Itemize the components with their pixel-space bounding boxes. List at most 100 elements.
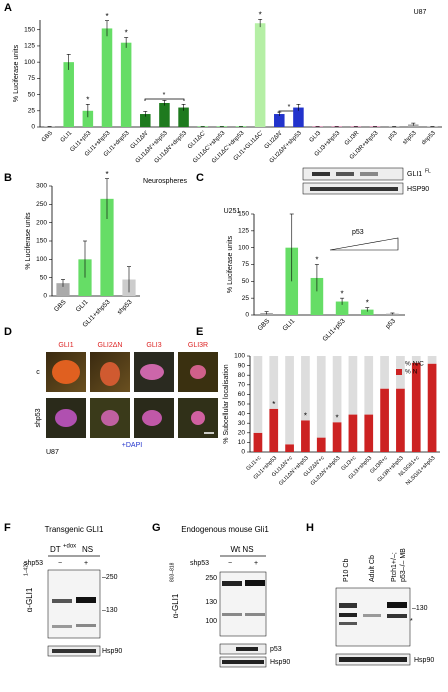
cell <box>140 364 164 380</box>
x-tick-label: shp53 <box>116 298 134 316</box>
y-tick-label: 125 <box>24 43 35 50</box>
chart-title: Neurospheres <box>143 178 187 185</box>
y-tick-label: 30 <box>238 420 246 427</box>
cell <box>101 410 119 426</box>
lane-label: − <box>58 560 62 567</box>
y-axis-label: % Luciferase units <box>13 44 20 102</box>
bar-segment <box>364 414 374 452</box>
band <box>336 172 354 176</box>
bar-segment <box>316 356 326 438</box>
bar <box>388 126 400 127</box>
cell-line: U87 <box>46 449 59 456</box>
bar-segment <box>332 356 342 423</box>
bar <box>100 198 114 296</box>
x-tick-label: GLI3 <box>309 130 323 144</box>
y-tick-label: 150 <box>24 26 35 33</box>
y-tick-label: 70 <box>238 382 246 389</box>
bar <box>331 126 342 127</box>
cell <box>191 411 205 425</box>
panel-label: C <box>196 172 204 184</box>
treatment: shp53 <box>190 560 209 567</box>
x-tick-label: GBS <box>41 130 54 143</box>
micrographs <box>46 352 218 438</box>
lane-label: + <box>254 560 258 567</box>
y-tick-label: 0 <box>43 293 47 300</box>
y-tick-label: 200 <box>36 219 47 226</box>
blot-label: Hsp90 <box>270 659 290 666</box>
column-label: GLI1 <box>58 342 73 349</box>
wedge-label: p53 <box>352 229 364 236</box>
marker: 250 <box>205 575 217 582</box>
y-tick-label: 25 <box>28 108 36 115</box>
lane-label: − <box>228 560 232 567</box>
significance: * <box>105 170 108 179</box>
cell <box>52 360 80 384</box>
marker: –130 <box>102 607 118 614</box>
wedge <box>329 237 399 251</box>
column-label: GLI3 <box>146 342 161 349</box>
band <box>387 602 407 608</box>
bar <box>44 126 55 127</box>
bar-segment <box>380 388 389 452</box>
bar <box>178 107 189 127</box>
star: * <box>410 618 413 625</box>
lane-label: Ptch1+/–; <box>391 552 398 582</box>
band <box>245 613 265 616</box>
bar <box>140 114 151 127</box>
lane-label: P10 Cb <box>343 559 350 582</box>
band <box>339 622 357 625</box>
axis <box>253 214 405 316</box>
significance: * <box>304 411 307 420</box>
x-tick-label: GLI1 <box>75 298 90 313</box>
cell <box>142 410 162 426</box>
y-tick-label: 75 <box>242 261 250 268</box>
band <box>339 603 357 608</box>
legend-label: % N/C <box>405 361 424 368</box>
legend-label: % N <box>405 369 418 376</box>
axis <box>39 20 442 128</box>
panel-label: A <box>4 2 12 14</box>
panel-label: D <box>4 326 12 338</box>
y-tick-label: 75 <box>28 75 36 82</box>
y-tick-label: 80 <box>238 372 246 379</box>
bar <box>360 309 374 315</box>
y-tick-label: 150 <box>36 238 47 245</box>
band <box>245 580 265 586</box>
cell <box>190 365 206 379</box>
condition-sup: +dox <box>63 544 76 550</box>
y-tick-label: 100 <box>24 59 35 66</box>
significance: * <box>336 413 339 422</box>
band <box>387 614 407 618</box>
x-tick-label: GLI1+p53 <box>321 317 347 343</box>
bar-segment <box>316 437 326 452</box>
y-tick-label: 250 <box>36 201 47 208</box>
band <box>222 581 242 586</box>
band <box>360 172 378 176</box>
bar <box>159 103 170 127</box>
bar-segment <box>396 388 405 452</box>
y-tick-label: 150 <box>238 211 249 218</box>
significance: * <box>341 289 344 298</box>
band <box>76 597 96 603</box>
band <box>76 624 96 627</box>
significance: * <box>125 29 128 38</box>
column-label: GLI2ΔN <box>98 342 123 349</box>
bar <box>63 62 74 127</box>
bar-segment <box>427 356 437 364</box>
condition: DT <box>50 545 61 554</box>
annotation: * <box>288 104 291 111</box>
band <box>52 599 72 603</box>
bar <box>56 283 70 296</box>
x-tick-label: NLSGli1+shp53 <box>405 455 437 487</box>
row-label: c <box>36 369 40 376</box>
blot-label: GLI1 <box>407 171 422 178</box>
marker: –130 <box>412 605 428 612</box>
bar <box>310 277 324 315</box>
antibody: α-GLI1 <box>171 593 180 618</box>
blot-label: Hsp90 <box>414 657 434 664</box>
bar <box>312 126 323 127</box>
y-tick-label: 20 <box>238 430 246 437</box>
bar-segment <box>411 356 421 363</box>
lane-label: + <box>84 560 88 567</box>
